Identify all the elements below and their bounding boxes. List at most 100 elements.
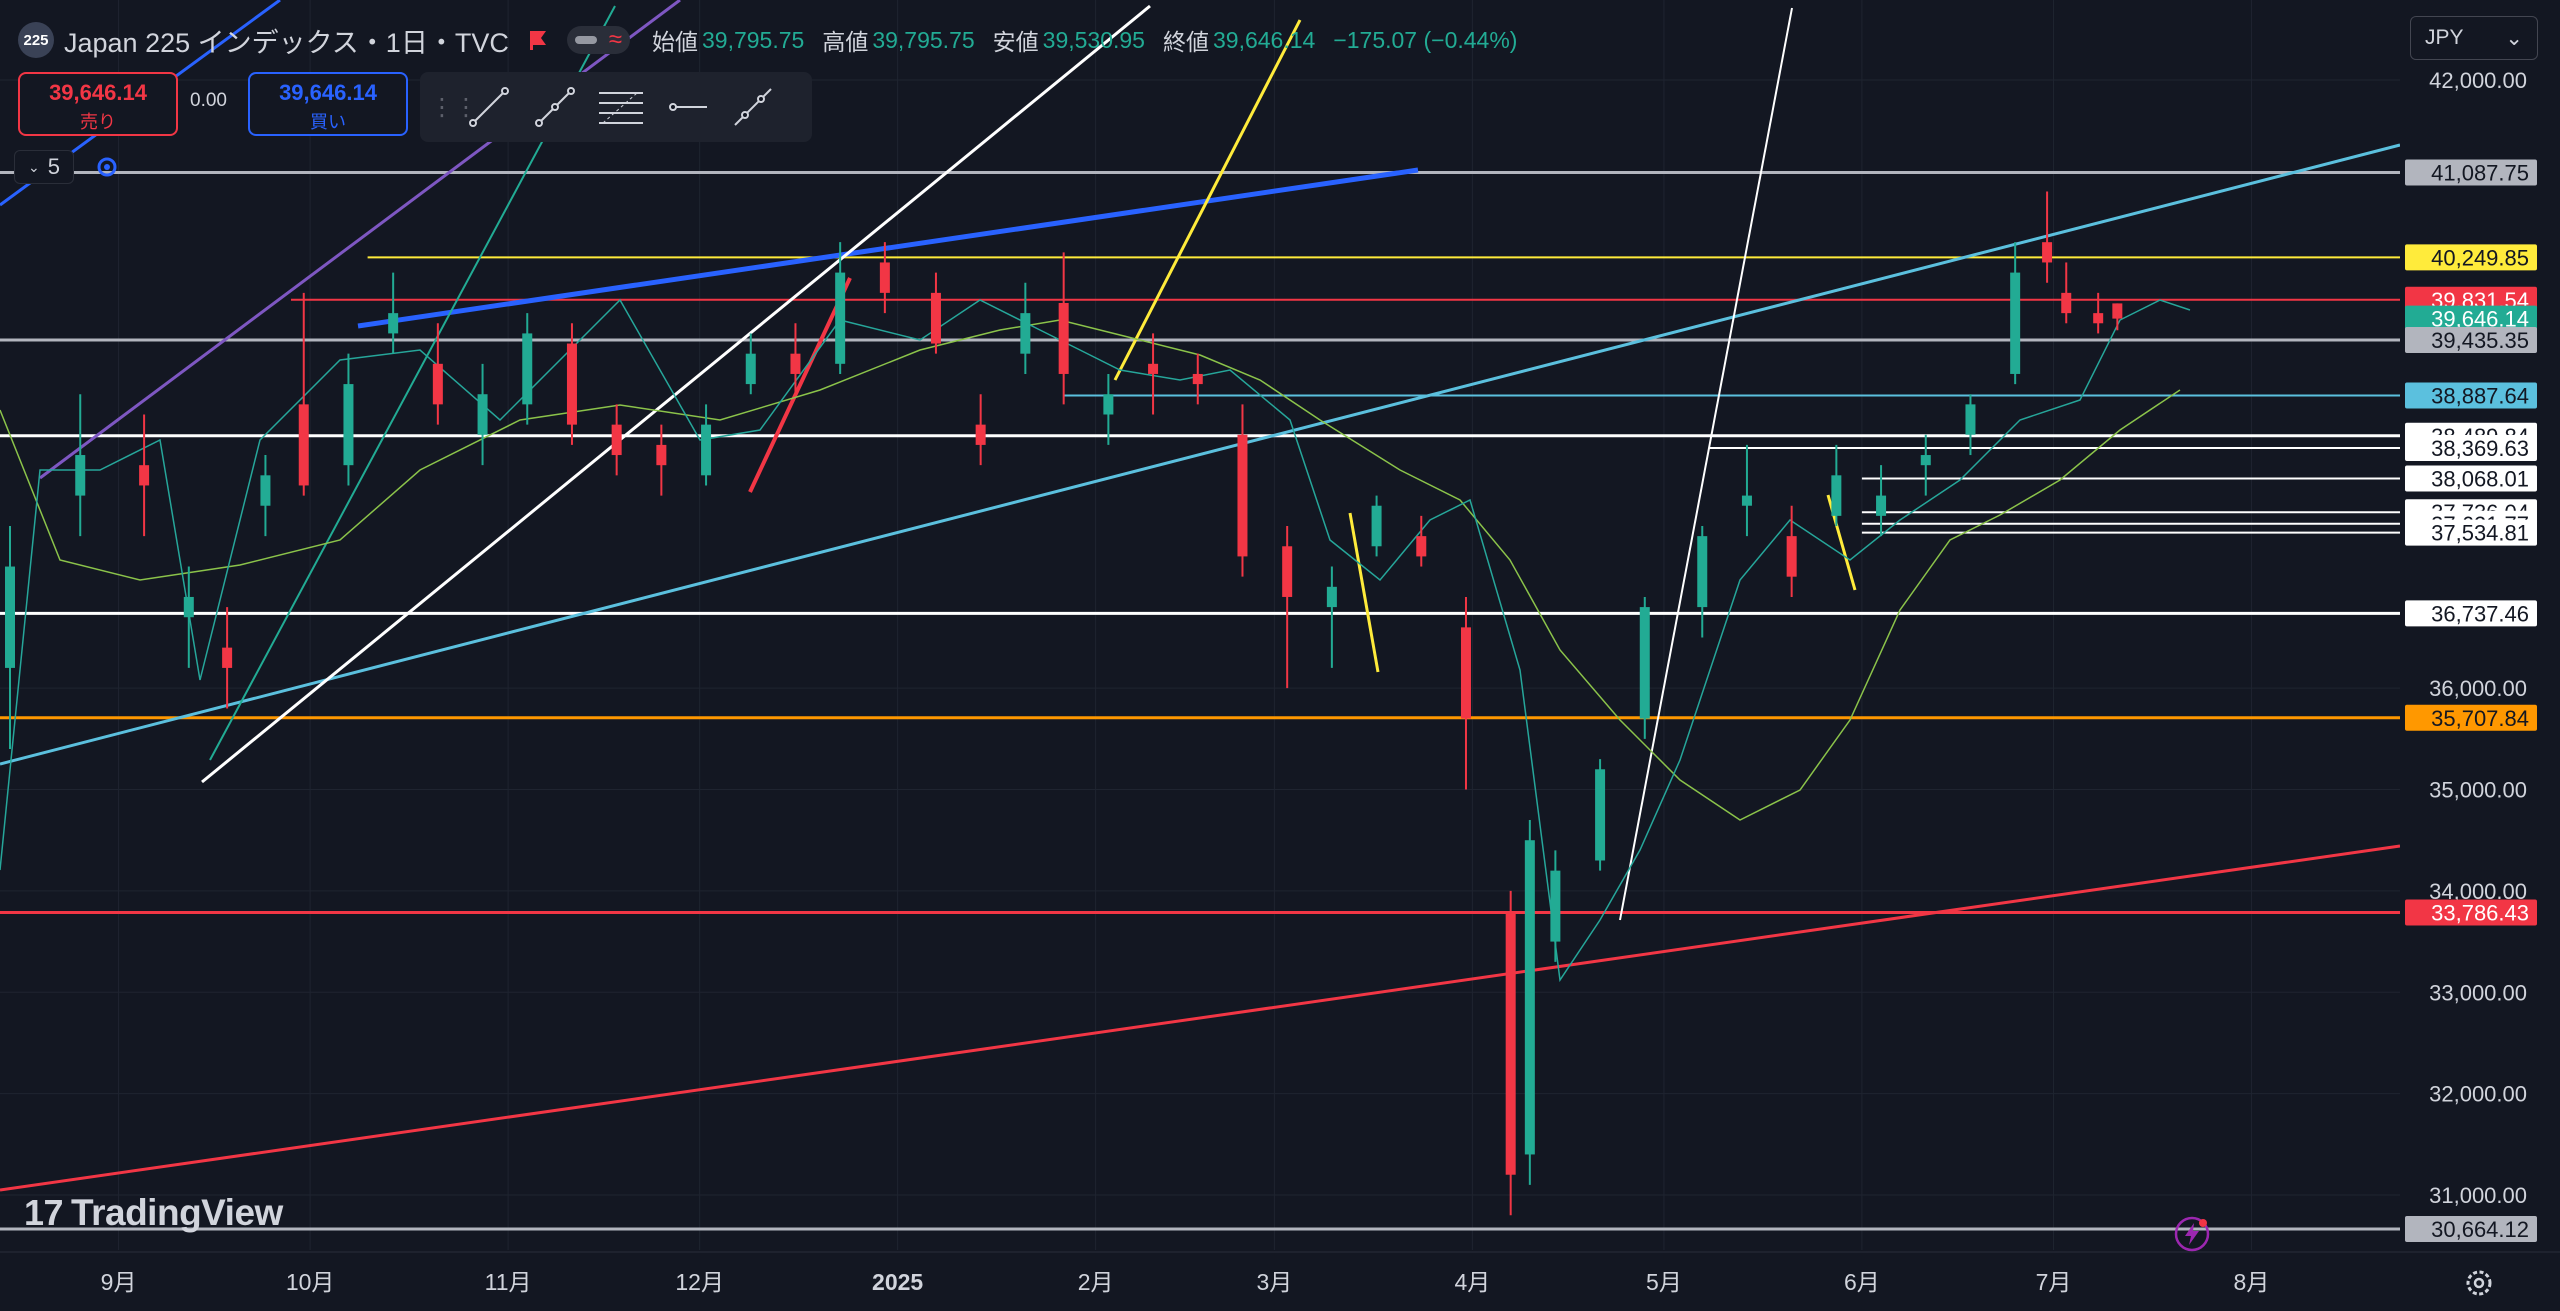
candle-body bbox=[1550, 870, 1561, 942]
price-badge-label: 39,435.35 bbox=[2431, 328, 2529, 353]
flag-icon[interactable] bbox=[527, 29, 549, 51]
wave-icon: ≈ bbox=[608, 26, 622, 53]
candle-body bbox=[879, 262, 890, 293]
candle-body bbox=[1371, 505, 1382, 547]
trend-line-yellow[interactable] bbox=[1113, 19, 1302, 381]
candle-body bbox=[930, 292, 941, 344]
price-badge bbox=[2405, 326, 2537, 353]
candle-body bbox=[1326, 586, 1337, 608]
candle-body bbox=[2112, 303, 2123, 319]
candle-body bbox=[745, 353, 756, 385]
open-value: 39,795.75 bbox=[702, 26, 805, 53]
time-tick-label: 10月 bbox=[286, 1269, 335, 1295]
price-badge-label: 38,369.63 bbox=[2431, 436, 2529, 461]
fib-retracement-icon[interactable] bbox=[588, 77, 654, 137]
time-tick-label: 5月 bbox=[1646, 1269, 1682, 1295]
candle-body bbox=[5, 566, 15, 668]
extended-line-icon[interactable] bbox=[720, 77, 786, 137]
ma-long bbox=[0, 319, 2181, 821]
trend-line-white-1[interactable] bbox=[201, 4, 1151, 784]
price-badge bbox=[2405, 704, 2537, 731]
price-tick-label: 32,000.00 bbox=[2429, 1082, 2527, 1107]
candle-body bbox=[1876, 495, 1887, 516]
drawings bbox=[0, 0, 2401, 1192]
drag-handle-icon[interactable]: ⋮⋮ bbox=[430, 93, 478, 121]
buy-price: 39,646.14 bbox=[279, 80, 377, 105]
sell-price: 39,646.14 bbox=[49, 80, 147, 105]
price-badge-label: 38,068.01 bbox=[2431, 467, 2529, 492]
tradingview-watermark: 17 TradingView bbox=[24, 1192, 283, 1234]
symbol-title[interactable]: Japan 225 インデックス・1日・TVC bbox=[64, 27, 509, 58]
trend-line-red-short[interactable] bbox=[748, 277, 852, 493]
trend-line-icon[interactable] bbox=[456, 77, 522, 137]
chevron-down-icon: ⌄ bbox=[2505, 26, 2523, 50]
time-axis: 9月 10月 11月 12月 2025 2月 3月 4月 5月 6月 7月 8月 bbox=[0, 1251, 2560, 1311]
candles bbox=[5, 191, 2123, 1216]
drawing-toolbar: ⋮⋮ bbox=[420, 72, 812, 142]
low-value: 39,530.95 bbox=[1042, 26, 1145, 53]
lightning-alert-icon[interactable] bbox=[2172, 1214, 2212, 1254]
low-label: 安値 bbox=[992, 29, 1039, 55]
price-badge-label: 35,707.84 bbox=[2431, 706, 2529, 731]
price-badge-label: 33,786.43 bbox=[2431, 901, 2529, 926]
candle-body bbox=[343, 384, 354, 466]
price-badge-label: 30,664.12 bbox=[2431, 1217, 2529, 1242]
buy-label: 買い bbox=[310, 112, 346, 132]
price-badge bbox=[2405, 519, 2537, 546]
candle-body bbox=[1505, 911, 1516, 1175]
price-badge-label: 36,737.46 bbox=[2431, 601, 2529, 626]
high-value: 39,795.75 bbox=[872, 26, 975, 53]
price-tick-label: 31,000.00 bbox=[2429, 1183, 2527, 1208]
trend-angle-icon[interactable] bbox=[522, 77, 588, 137]
candle-body bbox=[975, 424, 986, 445]
horizontal-ray-icon[interactable] bbox=[654, 77, 720, 137]
candle-body bbox=[75, 455, 86, 496]
candle-body bbox=[2042, 242, 2053, 263]
interval-selector[interactable]: ⌄ 5 bbox=[14, 150, 74, 184]
price-badge-label: 38,887.64 bbox=[2431, 383, 2529, 408]
close-value: 39,646.14 bbox=[1212, 26, 1316, 53]
price-tick-label: 35,000.00 bbox=[2429, 778, 2527, 803]
candle-body bbox=[388, 313, 399, 334]
candle-body bbox=[522, 333, 533, 405]
price-axis: 42,000.0036,000.0035,000.0034,000.0033,0… bbox=[2400, 0, 2560, 1311]
price-badge bbox=[2405, 305, 2537, 332]
candle-body bbox=[1965, 404, 1976, 435]
buy-button[interactable]: 39,646.14 買い bbox=[248, 72, 408, 136]
candle-body bbox=[2061, 292, 2072, 314]
sync-icon[interactable] bbox=[92, 152, 122, 182]
eye-icon bbox=[574, 36, 597, 44]
time-tick-label: 8月 bbox=[2234, 1269, 2270, 1295]
price-badge-label: 40,249.85 bbox=[2431, 245, 2529, 270]
trend-line-yellow-short[interactable] bbox=[1348, 512, 1380, 673]
candle-body bbox=[1460, 627, 1471, 719]
candle-body bbox=[790, 353, 801, 374]
candle-body bbox=[2093, 313, 2104, 324]
price-badge bbox=[2405, 159, 2537, 186]
price-tick-label: 42,000.00 bbox=[2429, 68, 2527, 93]
candle-body bbox=[835, 272, 846, 364]
trend-line-blue[interactable] bbox=[357, 167, 1419, 329]
time-tick-label: 12月 bbox=[675, 1269, 724, 1295]
gear-icon[interactable] bbox=[2462, 1266, 2496, 1300]
interval-value: 5 bbox=[47, 154, 60, 179]
indicator-pill[interactable]: ≈ bbox=[566, 26, 630, 54]
trend-line-cyan[interactable] bbox=[0, 143, 2401, 766]
trend-line-white-2[interactable] bbox=[1619, 7, 1793, 921]
spread-value: 0.00 bbox=[190, 90, 227, 111]
sell-label: 売り bbox=[80, 112, 116, 132]
candle-body bbox=[1416, 536, 1427, 557]
currency-selector[interactable]: JPY ⌄ bbox=[2410, 16, 2538, 60]
price-badge bbox=[2405, 465, 2537, 492]
trend-line-red-long[interactable] bbox=[0, 844, 2401, 1192]
change-value: −175.07 (−0.44%) bbox=[1333, 26, 1518, 53]
symbol-logo[interactable]: 225 bbox=[18, 22, 54, 58]
sell-button[interactable]: 39,646.14 売り bbox=[18, 72, 178, 136]
time-axis-bg bbox=[0, 1252, 2560, 1311]
ohlc-values: 始値 39,795.75 高値 39,795.75 安値 39,530.95 終値 39… bbox=[652, 23, 1531, 57]
time-tick-label: 3月 bbox=[1257, 1269, 1293, 1295]
candle-body bbox=[1595, 769, 1606, 861]
horizontal-lines bbox=[0, 170, 2400, 1231]
time-tick-label: 9月 bbox=[101, 1269, 137, 1295]
